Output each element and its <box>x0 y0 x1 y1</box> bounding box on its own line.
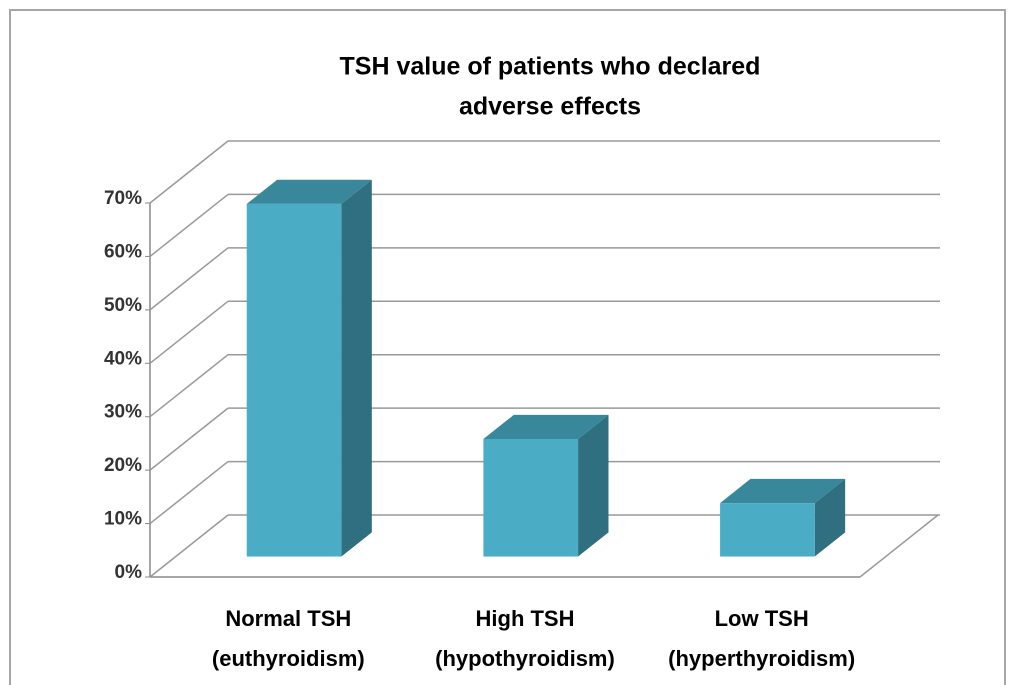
y-tick-label: 60% <box>104 241 142 262</box>
grid-line <box>149 514 229 578</box>
y-tick-label: 30% <box>104 402 142 423</box>
chart-frame <box>9 9 1006 685</box>
bar <box>483 438 579 557</box>
x-tick-label: (euthyroidism) <box>212 646 365 671</box>
grid-line <box>149 300 229 364</box>
bar-side <box>578 414 609 557</box>
chart-title: adverse effects <box>459 93 641 121</box>
bar <box>720 503 815 557</box>
grid-line <box>149 140 229 204</box>
bar-side <box>341 179 372 557</box>
bar <box>246 203 342 557</box>
y-tick-label: 70% <box>104 188 142 209</box>
x-tick-label: (hypothyroidism) <box>435 646 615 671</box>
floor-edge <box>859 514 939 578</box>
grid-line <box>149 247 229 311</box>
x-tick-label: Normal TSH <box>225 606 351 631</box>
y-tick-label: 20% <box>104 455 142 476</box>
x-tick-label: Low TSH <box>715 606 809 631</box>
bar-top <box>246 179 372 204</box>
bar-top <box>483 414 609 439</box>
bar-top <box>720 478 846 504</box>
chart-title: TSH value of patients who declared <box>340 53 761 81</box>
grid-line <box>149 354 229 418</box>
grid-line <box>149 407 229 471</box>
x-tick-label: High TSH <box>476 606 575 631</box>
y-tick-label: 50% <box>104 295 142 316</box>
y-tick-label: 40% <box>104 348 142 369</box>
x-tick-label: (hyperthyroidism) <box>668 646 855 671</box>
y-tick-label: 0% <box>115 562 143 583</box>
grid-line <box>149 193 229 258</box>
bar-side <box>814 478 846 557</box>
y-tick-label: 10% <box>104 509 142 530</box>
grid-line <box>149 460 229 525</box>
